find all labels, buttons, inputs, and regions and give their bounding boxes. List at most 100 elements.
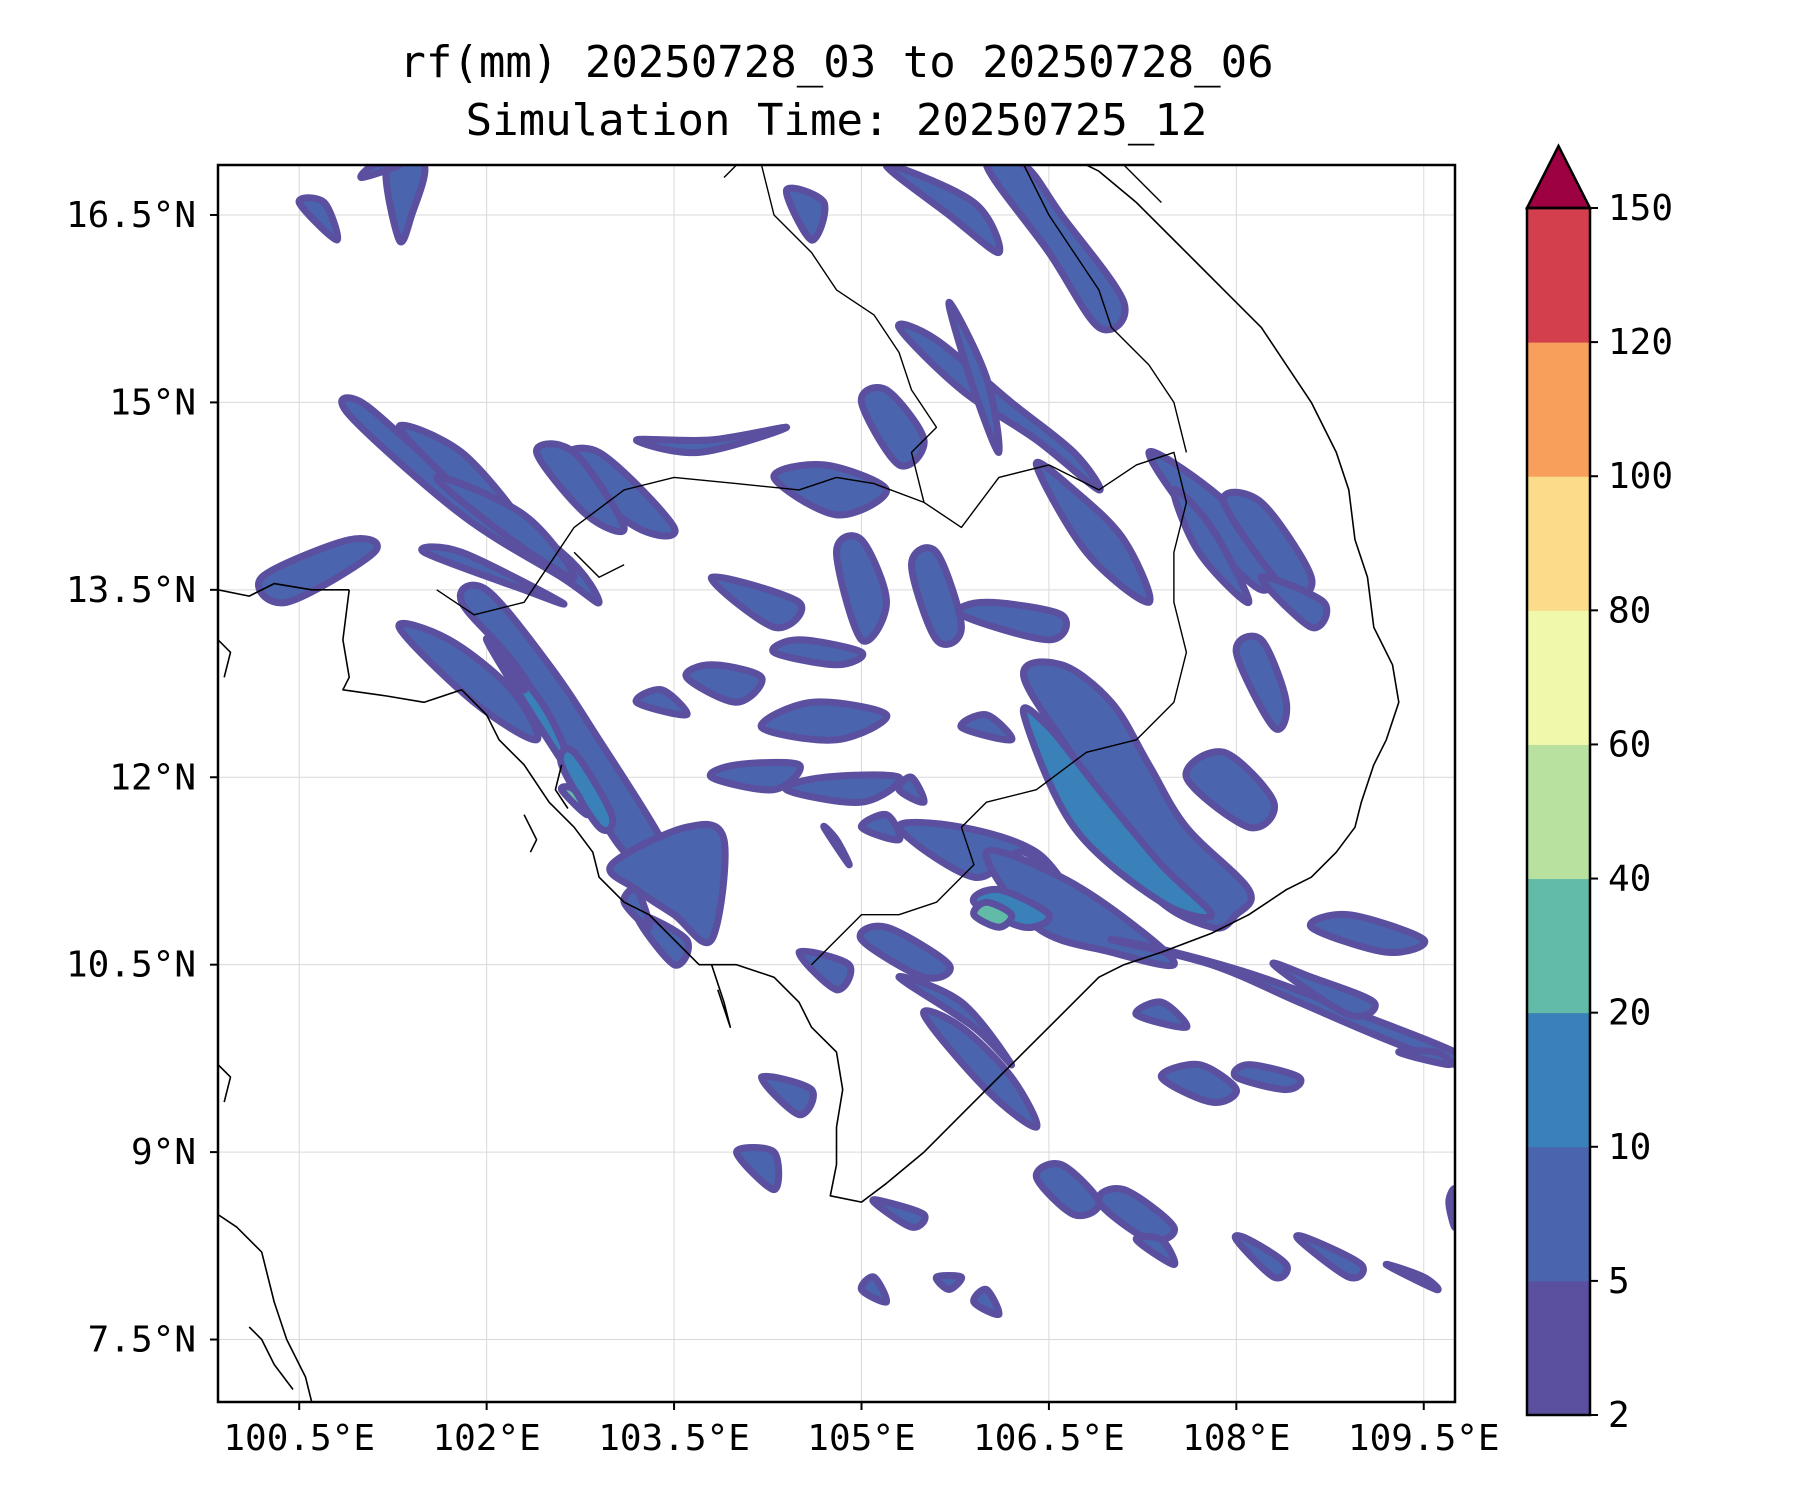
rainfall-band xyxy=(908,544,965,648)
colorbar-tick-label: 150 xyxy=(1608,188,1673,229)
x-tick-label: 105°E xyxy=(807,1418,915,1459)
rainfall-band xyxy=(1445,1185,1455,1231)
rainfall-band xyxy=(769,636,867,669)
rainfall-band xyxy=(782,184,829,244)
colorbar-segment xyxy=(1527,1146,1590,1282)
rainfall-band xyxy=(1269,959,1379,1020)
rainfall-band xyxy=(1382,1260,1442,1294)
rainfall-band xyxy=(895,773,928,806)
coastline xyxy=(554,764,569,809)
rainfall-band xyxy=(633,423,791,457)
rainfall-band xyxy=(1032,1160,1103,1220)
rainfall-band xyxy=(533,440,628,536)
colorbar-segment xyxy=(1527,610,1590,745)
rainfall-band xyxy=(1094,1185,1178,1245)
rainfall-band xyxy=(1132,998,1191,1031)
rainfall-band xyxy=(1231,1232,1291,1282)
rainfall-band xyxy=(708,573,806,632)
coastline xyxy=(342,165,1400,1203)
colorbar-tick-label: 40 xyxy=(1608,859,1651,900)
colorbar-tick-label: 100 xyxy=(1608,456,1673,497)
coastline xyxy=(218,1213,313,1402)
colorbar-extend-arrow xyxy=(1524,143,1593,210)
rainfall-band xyxy=(856,922,954,982)
colorbar-tick-label: 5 xyxy=(1608,1261,1630,1302)
colorbar-tick-label: 10 xyxy=(1608,1127,1651,1168)
longitude-axis: 100.5°E 102°E 103.5°E 105°E 106.5°E 108°E 109.… xyxy=(223,1402,1500,1459)
latitude-axis: 16.5°N 15°N 13.5°N 12°N 10.5°N 9°N 7.5°N xyxy=(66,195,218,1361)
colorbar-segment xyxy=(1527,342,1590,477)
country-border xyxy=(1023,165,1188,453)
rainfall-band xyxy=(1293,1232,1367,1282)
rainfall-band xyxy=(869,1196,929,1231)
map-title: rf(mm) 20250728_03 to 20250728_06 xyxy=(399,37,1274,88)
rainfall-band xyxy=(833,532,890,645)
rainfall-band xyxy=(757,698,891,744)
colorbar: 2 5 10 20 40 60 80 100 120 150 xyxy=(1524,143,1673,1436)
rainfall-band xyxy=(770,460,890,519)
x-tick-label: 108°E xyxy=(1182,1418,1290,1459)
x-tick-label: 100.5°E xyxy=(223,1418,375,1459)
colorbar-segment xyxy=(1527,208,1590,343)
x-tick-label: 102°E xyxy=(432,1418,540,1459)
rainfall-band xyxy=(706,758,804,794)
rainfall-band xyxy=(495,647,528,694)
coastline xyxy=(218,1064,232,1103)
colorbar-segment xyxy=(1527,878,1590,1014)
rainfall-band xyxy=(382,165,429,246)
rainfall-band xyxy=(632,686,691,719)
y-tick-label: 9°N xyxy=(131,1132,196,1173)
rainfall-band xyxy=(418,543,568,608)
rainfall-band xyxy=(357,165,403,181)
colorbar-tick-label: 2 xyxy=(1608,1395,1630,1436)
rainfall-band xyxy=(757,1072,817,1119)
colorbar-segment xyxy=(1527,476,1590,611)
rainfall-band xyxy=(945,298,1003,456)
x-tick-label: 103.5°E xyxy=(598,1418,750,1459)
coastline xyxy=(523,814,538,853)
rainfall-band xyxy=(1182,748,1278,832)
map-frame xyxy=(216,163,1457,1404)
rainfall-band xyxy=(255,535,381,607)
coastline xyxy=(710,964,732,1028)
colorbar-segment xyxy=(1527,744,1590,880)
y-tick-label: 13.5°N xyxy=(66,570,196,611)
y-tick-label: 16.5°N xyxy=(66,195,196,236)
rainfall-band xyxy=(932,1272,966,1293)
rainfall-contours xyxy=(255,165,1455,1319)
coastline xyxy=(218,639,232,678)
rainfall-band xyxy=(970,1285,1003,1319)
map-subtitle: Simulation Time: 20250725_12 xyxy=(465,95,1208,146)
rainfall-band xyxy=(295,194,342,244)
rainfall-band xyxy=(1230,1061,1305,1094)
rainfall-band xyxy=(820,822,853,869)
rainfall-band xyxy=(1257,573,1331,632)
colorbar-frame xyxy=(1525,206,1592,1417)
country-border xyxy=(760,165,938,503)
rainfall-band xyxy=(955,598,1070,644)
rainfall-band xyxy=(733,1143,783,1194)
rainfall-band xyxy=(1306,910,1429,957)
country-border xyxy=(573,551,625,578)
colorbar-segment xyxy=(1527,1280,1590,1416)
rainfall-band xyxy=(858,811,904,844)
rainfall-band xyxy=(1220,488,1316,599)
rainfall-band xyxy=(1395,1047,1455,1069)
rainfall-band xyxy=(857,383,928,470)
rainfall-band xyxy=(433,473,578,582)
rainfall-band xyxy=(957,711,1016,744)
y-tick-label: 10.5°N xyxy=(66,945,196,986)
rainfall-band xyxy=(857,1273,891,1306)
rainfall-band xyxy=(795,947,855,994)
rainfall-band xyxy=(1157,1060,1240,1106)
country-border xyxy=(723,165,737,178)
country-border xyxy=(436,451,1188,966)
colorbar-tick-label: 20 xyxy=(1608,993,1651,1034)
x-tick-label: 109.5°E xyxy=(1348,1418,1500,1459)
x-tick-label: 106.5°E xyxy=(973,1418,1125,1459)
rainfall-band xyxy=(782,771,904,806)
rainfall-band xyxy=(682,661,766,706)
rainfall-band xyxy=(1232,632,1291,733)
rainfall-band xyxy=(1132,1232,1179,1269)
